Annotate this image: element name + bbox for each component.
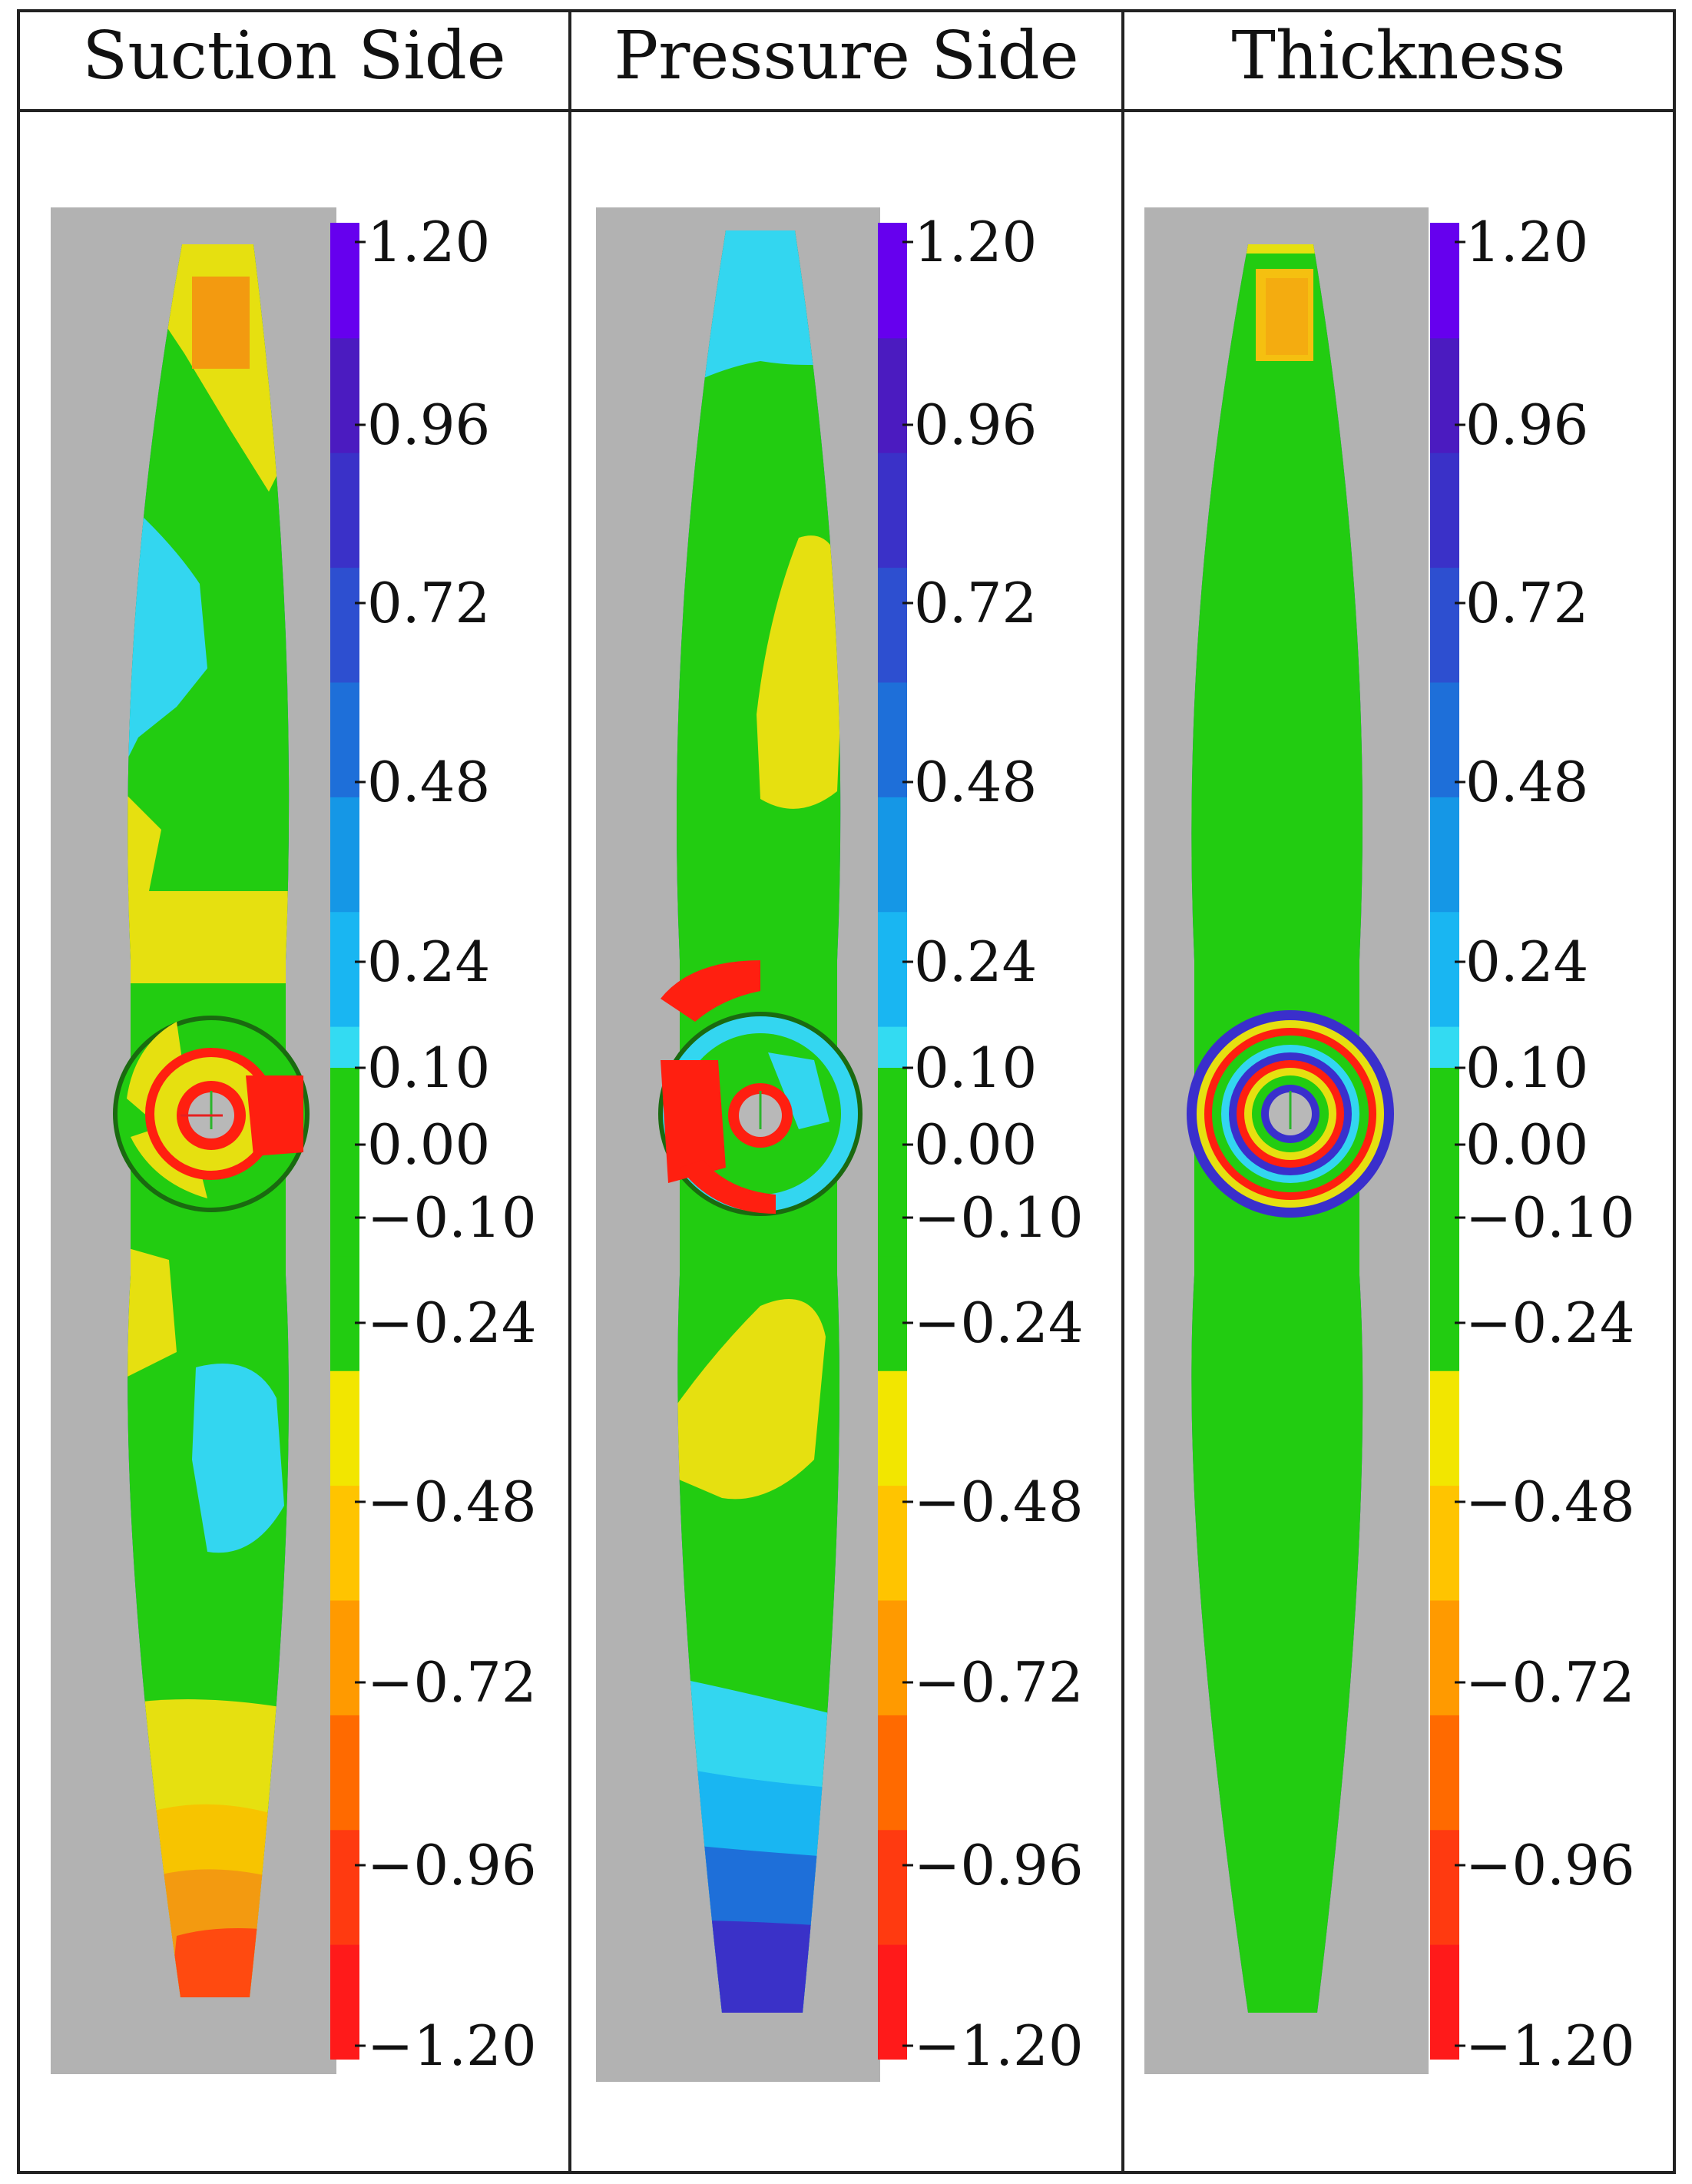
colorbar-3: 1.20 0.96 0.72 0.48 0.24 0.10 0.00 −0.10 −0.24 −0… <box>1430 210 1635 2078</box>
colorbar-2: 1.20 0.96 0.72 0.48 0.24 0.10 0.00 −0.10 −0.24 −0… <box>878 210 1084 2078</box>
colorbar-segment <box>1430 1485 1459 1601</box>
colorbar-segment <box>878 1944 907 2060</box>
colorbar-tick-label: −0.48 <box>914 1470 1084 1534</box>
colorbar-tick-label: −0.72 <box>1465 1650 1635 1715</box>
colorbar-tick-label: 0.48 <box>1465 750 1588 814</box>
colorbar-tick-label: −0.72 <box>367 1650 537 1715</box>
colorbar-tick-label: 0.48 <box>367 750 490 814</box>
colorbar-segment <box>878 681 907 797</box>
colorbar-segment <box>1430 681 1459 797</box>
colorbar-segment <box>330 1255 359 1371</box>
colorbar-segment <box>1430 452 1459 568</box>
colorbar-tick-label: 0.96 <box>1465 393 1588 457</box>
colorbar-segment <box>878 337 907 453</box>
colorbar-segment <box>878 223 907 339</box>
colorbar-segment <box>330 1370 359 1486</box>
colorbar-segment <box>1430 911 1459 1027</box>
colorbar-segment <box>1430 337 1459 453</box>
panel-pressure-side <box>596 207 880 2082</box>
colorbar-tick-label: 0.72 <box>1465 571 1588 635</box>
header-pressure-side: Pressure Side <box>614 18 1078 94</box>
colorbar-segment <box>878 452 907 568</box>
colorbars: 1.20 0.96 0.72 0.48 0.24 0.10 0.00 −0.10 −0.24 −0… <box>330 210 1635 2078</box>
colorbar-segment <box>878 1485 907 1601</box>
colorbar-tick-label: 0.00 <box>914 1112 1037 1177</box>
colorbar-tick-label: 0.24 <box>367 930 490 994</box>
colorbar-segment <box>878 1829 907 1945</box>
colorbar-segment <box>330 681 359 797</box>
colorbar-tick-label: −0.10 <box>914 1185 1084 1250</box>
colorbar-segment <box>878 1370 907 1486</box>
header-suction-side: Suction Side <box>82 18 505 94</box>
colorbar-1: 1.20 0.96 0.72 0.48 0.24 0.10 0.00 −0.10 −0.24 −0… <box>330 210 537 2078</box>
colorbar-tick-label: −0.96 <box>1465 1833 1635 1897</box>
colorbar-segment <box>330 1944 359 2060</box>
colorbar-tick-label: −0.72 <box>914 1650 1084 1715</box>
colorbar-tick-label: −0.10 <box>367 1185 537 1250</box>
colorbar-zero-band <box>330 1068 359 1218</box>
colorbar-tick-label: −0.24 <box>367 1291 537 1355</box>
colorbar-tick-label: 1.20 <box>367 210 490 274</box>
colorbar-tick-label: 0.96 <box>367 393 490 457</box>
colorbar-segment <box>330 1714 359 1831</box>
colorbar-tick-label: 0.00 <box>1465 1112 1588 1177</box>
colorbar-tick-label: 1.20 <box>914 210 1037 274</box>
colorbar-tick-label: 0.10 <box>1465 1036 1588 1100</box>
colorbar-segment <box>878 1255 907 1371</box>
colorbar-segment <box>330 223 359 339</box>
colorbar-tick-label: −0.10 <box>1465 1185 1635 1250</box>
colorbar-tick-label: 1.20 <box>1465 210 1588 274</box>
colorbar-tick-label: −1.20 <box>1465 2013 1635 2078</box>
colorbar-tick-label: −0.96 <box>367 1833 537 1897</box>
colorbar-zero-band <box>1430 1068 1459 1218</box>
colorbar-tick-label: 0.24 <box>1465 930 1588 994</box>
colorbar-segment <box>330 1829 359 1945</box>
colorbar-tick-label: 0.24 <box>914 930 1037 994</box>
colorbar-tick-label: −0.96 <box>914 1833 1084 1897</box>
colorbar-segment <box>1430 1599 1459 1715</box>
colorbar-tick-label: −1.20 <box>914 2013 1084 2078</box>
colorbar-segment <box>1430 1714 1459 1831</box>
colorbar-segment <box>330 337 359 453</box>
colorbar-segment <box>1430 1255 1459 1371</box>
colorbar-segment <box>1430 1829 1459 1945</box>
colorbar-segment <box>878 911 907 1027</box>
colorbar-segment <box>330 796 359 913</box>
colorbar-segment <box>330 1485 359 1601</box>
colorbar-tick-label: 0.96 <box>914 393 1037 457</box>
panel-thickness <box>1144 207 1429 2074</box>
colorbar-segment <box>1430 223 1459 339</box>
blade-contour-thickness <box>1187 244 1394 2013</box>
colorbar-segment <box>878 1599 907 1715</box>
colorbar-segment <box>330 452 359 568</box>
colorbar-segment <box>878 1714 907 1831</box>
table-frame <box>17 9 1676 2174</box>
header-thickness: Thickness <box>1231 18 1565 94</box>
colorbar-segment <box>330 911 359 1027</box>
colorbar-tick-label: 0.72 <box>914 571 1037 635</box>
colorbar-segment <box>330 567 359 683</box>
panel-suction-side <box>51 207 336 2074</box>
colorbar-tick-label: −1.20 <box>367 2013 537 2078</box>
colorbar-tick-label: −0.24 <box>1465 1291 1635 1355</box>
colorbar-segment <box>1430 1944 1459 2060</box>
colorbar-segment <box>1430 796 1459 913</box>
colorbar-segment <box>330 1599 359 1715</box>
colorbar-segment <box>1430 1370 1459 1486</box>
colorbar-tick-label: −0.48 <box>1465 1470 1635 1534</box>
colorbar-segment <box>878 796 907 913</box>
colorbar-tick-label: 0.10 <box>914 1036 1037 1100</box>
colorbar-zero-band <box>878 1068 907 1218</box>
colorbar-tick-label: −0.24 <box>914 1291 1084 1355</box>
colorbar-tick-label: 0.10 <box>367 1036 490 1100</box>
colorbar-tick-label: 0.48 <box>914 750 1037 814</box>
colorbar-tick-label: −0.48 <box>367 1470 537 1534</box>
colorbar-tick-label: 0.00 <box>367 1112 490 1177</box>
colorbar-segment <box>1430 567 1459 683</box>
colorbar-tick-label: 0.72 <box>367 571 490 635</box>
colorbar-segment <box>878 567 907 683</box>
